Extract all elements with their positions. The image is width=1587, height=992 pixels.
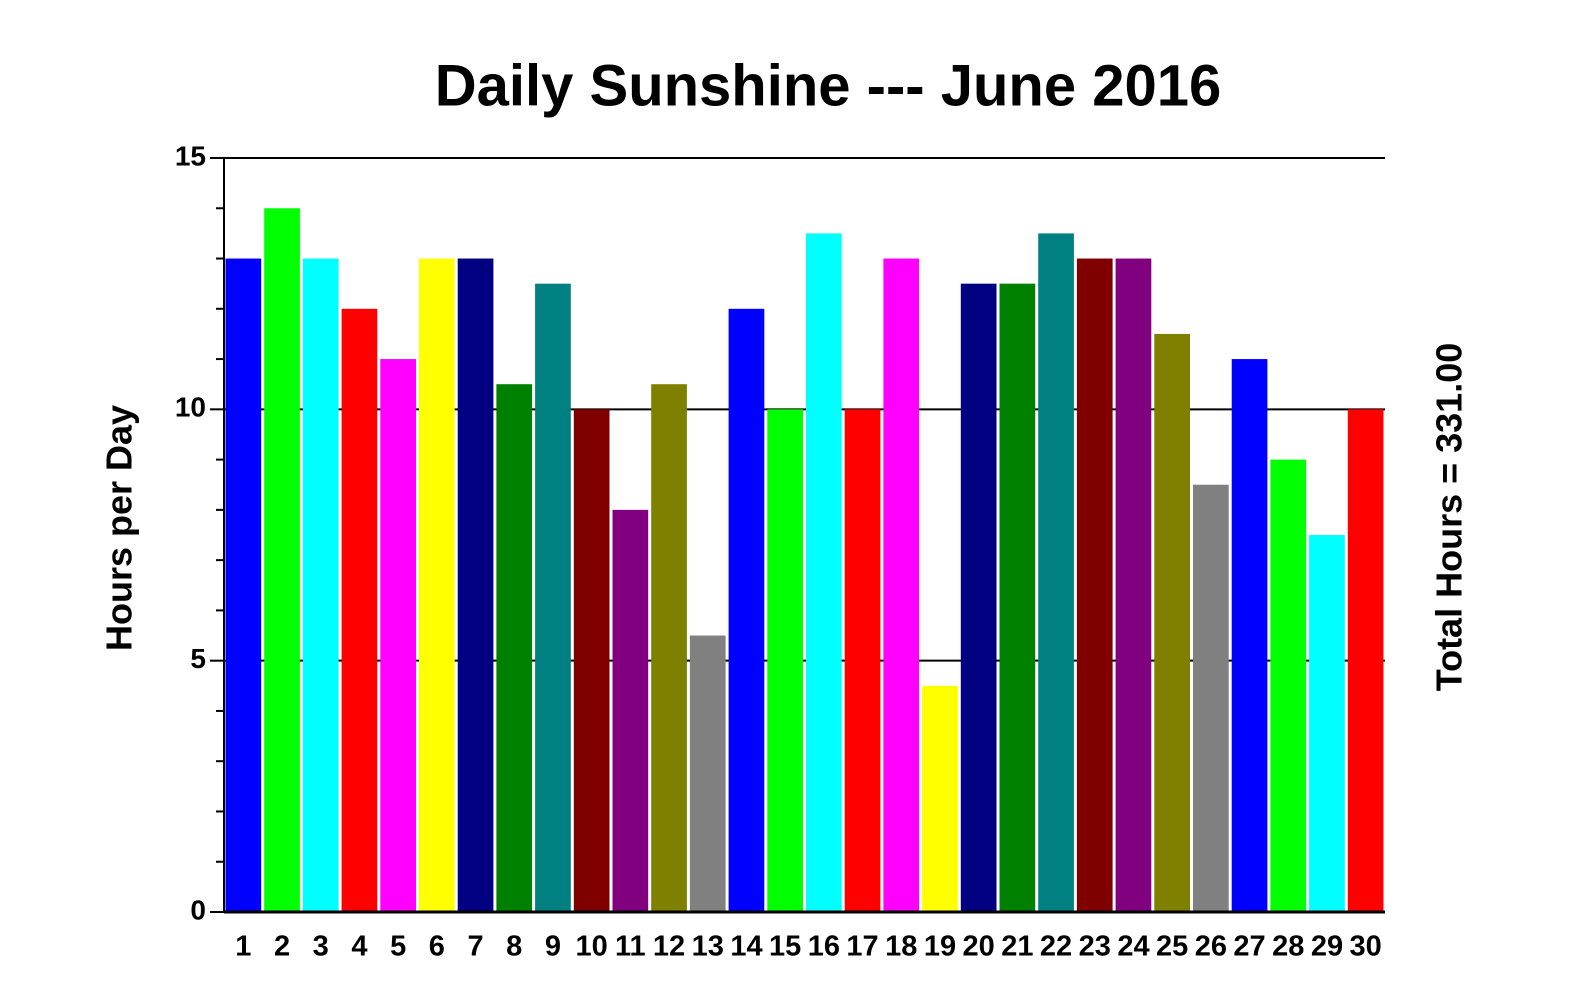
bar — [651, 384, 687, 912]
bar — [1231, 359, 1268, 913]
x-tick-label: 19 — [924, 931, 956, 963]
bar — [1270, 459, 1307, 912]
x-tick-label: 9 — [545, 931, 561, 963]
y-tick-label: 5 — [190, 643, 206, 674]
x-tick-label: 25 — [1156, 931, 1188, 963]
x-tick-label: 11 — [615, 931, 646, 963]
x-tick-label: 27 — [1233, 931, 1265, 963]
x-tick-label: 14 — [730, 931, 762, 963]
x-tick-label: 4 — [351, 931, 367, 963]
y-tick-label: 10 — [175, 392, 206, 423]
x-tick-label: 20 — [963, 931, 995, 963]
bar — [1076, 258, 1113, 912]
bar — [922, 685, 958, 912]
y-tick-label: 15 — [175, 140, 206, 171]
x-tick-label: 29 — [1311, 931, 1343, 963]
bar — [806, 233, 842, 912]
x-tick-label: 15 — [769, 931, 801, 963]
bar — [1038, 233, 1074, 912]
x-tick-label: 1 — [235, 931, 251, 963]
bar — [341, 308, 378, 912]
bar — [225, 258, 262, 912]
x-tick-label: 23 — [1079, 931, 1111, 963]
x-tick-label: 17 — [846, 931, 878, 963]
bar — [844, 409, 881, 912]
bar — [689, 635, 726, 912]
x-tick-label: 8 — [506, 931, 522, 963]
bar — [496, 384, 533, 912]
x-tick-label: 2 — [274, 931, 290, 963]
x-tick-label: 22 — [1040, 931, 1072, 963]
bar — [380, 359, 416, 913]
x-tick-label: 30 — [1350, 931, 1382, 963]
x-tick-label: 13 — [692, 931, 724, 963]
bar — [1347, 409, 1384, 912]
total-annotation: Total Hours = 331.00 — [1429, 343, 1470, 691]
bar — [573, 409, 610, 912]
bar — [535, 283, 571, 913]
bar — [1309, 535, 1345, 912]
bar — [883, 258, 920, 912]
bar — [457, 258, 494, 912]
y-tick-label: 0 — [190, 894, 206, 925]
bar — [1193, 484, 1229, 912]
x-tick-label: 10 — [576, 931, 608, 963]
chart-title: Daily Sunshine --- June 2016 — [435, 53, 1221, 118]
x-tick-label: 21 — [1001, 931, 1033, 963]
bar — [960, 283, 997, 913]
bar — [1154, 333, 1190, 912]
bar — [999, 283, 1036, 913]
bar — [1115, 258, 1152, 912]
bar — [419, 258, 455, 912]
bar — [728, 308, 765, 912]
x-tick-label: 3 — [313, 931, 329, 963]
bar — [767, 409, 803, 912]
x-tick-label: 28 — [1272, 931, 1304, 963]
bar — [612, 509, 649, 912]
y-axis-label: Hours per Day — [99, 405, 140, 651]
x-tick-label: 26 — [1195, 931, 1227, 963]
x-tick-label: 12 — [653, 931, 685, 963]
bar — [264, 208, 300, 912]
x-tick-label: 16 — [808, 931, 840, 963]
x-tick-label: 6 — [429, 931, 445, 963]
x-tick-label: 5 — [390, 931, 406, 963]
x-tick-label: 18 — [885, 931, 917, 963]
bar — [302, 258, 339, 912]
x-tick-label: 7 — [467, 931, 483, 963]
x-tick-label: 24 — [1117, 931, 1149, 963]
